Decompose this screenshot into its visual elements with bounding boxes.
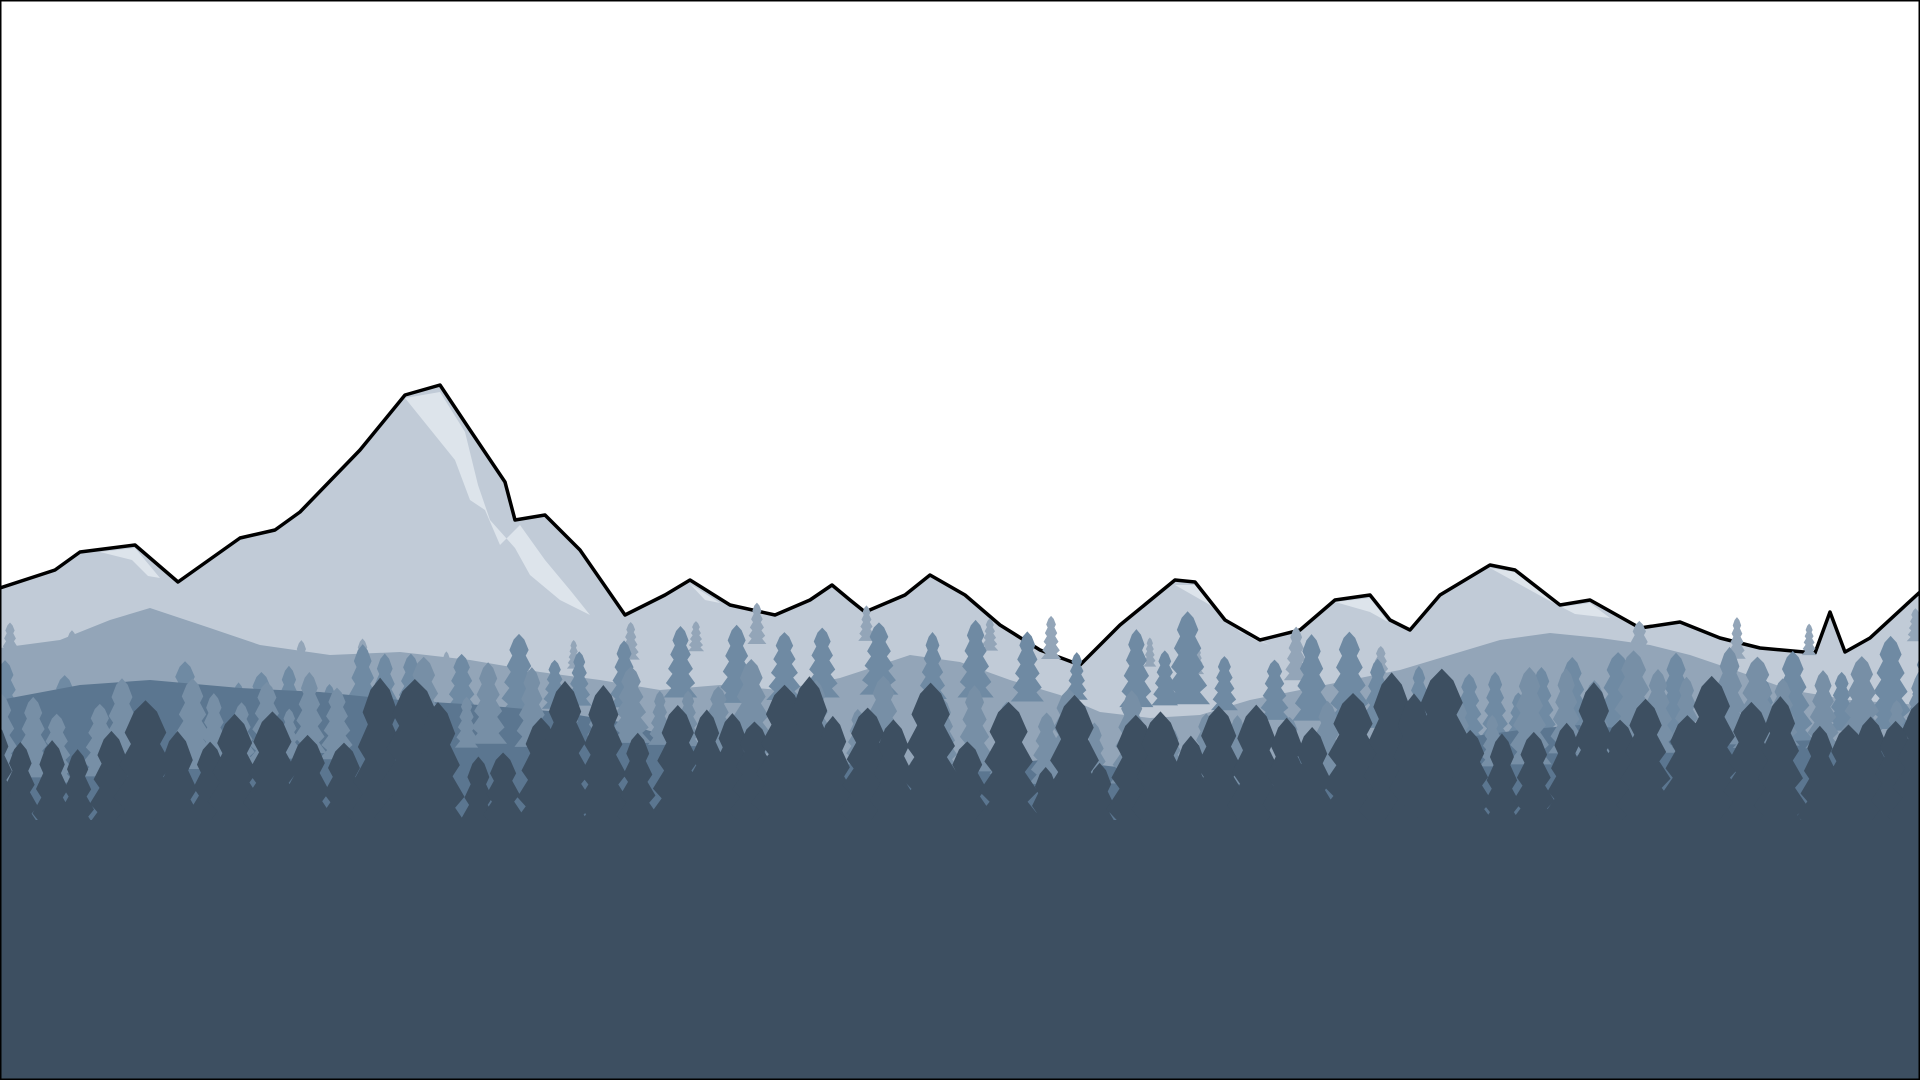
conifer-tree	[1506, 731, 1562, 847]
conifer-tree	[572, 684, 635, 834]
conifer-tree	[1882, 700, 1920, 846]
conifer-tree	[291, 672, 327, 753]
conifer-tree	[454, 696, 479, 748]
conifer-tree	[1143, 637, 1157, 667]
conifer-tree	[1010, 631, 1044, 702]
conifer-tree	[687, 621, 705, 652]
conifer-tree	[1292, 634, 1331, 721]
conifer-tree	[858, 605, 875, 641]
conifer-tree	[1548, 668, 1585, 754]
conifer-tree	[1258, 659, 1291, 720]
conifer-tree	[613, 732, 662, 838]
conifer-tree	[319, 687, 355, 760]
snow-caps	[100, 392, 1610, 645]
conifer-tree	[1867, 635, 1914, 730]
snow-cap	[1490, 568, 1610, 618]
conifer-tree	[1165, 611, 1211, 705]
conifer-tree	[1210, 656, 1238, 711]
conifer-tree	[1151, 650, 1179, 706]
conifer-tree	[918, 632, 947, 700]
conifer-tree	[1040, 615, 1062, 659]
conifer-tree	[859, 622, 899, 695]
conifer-tree	[1065, 652, 1088, 700]
conifer-tree	[0, 727, 23, 846]
conifer-tree	[1119, 629, 1154, 708]
conifer-tree	[1728, 617, 1746, 659]
conifer-tree	[663, 626, 698, 698]
conifer-tree	[804, 627, 840, 698]
snow-cap	[100, 548, 160, 578]
conifer-tree	[890, 682, 971, 842]
conifer-tree	[968, 701, 1049, 852]
conifer-tree	[610, 666, 652, 743]
conifer-tree	[469, 662, 508, 744]
conifer-tree	[1440, 729, 1500, 849]
ridge-outline	[0, 383, 1920, 667]
snow-cap	[690, 584, 720, 603]
far-mountain-range	[0, 385, 1920, 720]
conifer-tree	[1801, 623, 1817, 656]
conifer-tree	[1805, 670, 1841, 749]
conifer-tree	[1906, 608, 1920, 642]
snow-cap	[405, 392, 590, 615]
conifer-tree	[1611, 698, 1680, 832]
conifer-tree	[957, 619, 994, 698]
conifer-tree	[1749, 696, 1811, 833]
conifer-tree	[1480, 671, 1510, 737]
conifer-tree	[747, 602, 767, 645]
conifer-tree	[766, 632, 803, 701]
conifer-tree	[981, 618, 999, 651]
snow-cap	[1335, 598, 1388, 622]
conifer-tree	[1327, 631, 1372, 722]
foreground-ground	[0, 820, 1920, 1080]
